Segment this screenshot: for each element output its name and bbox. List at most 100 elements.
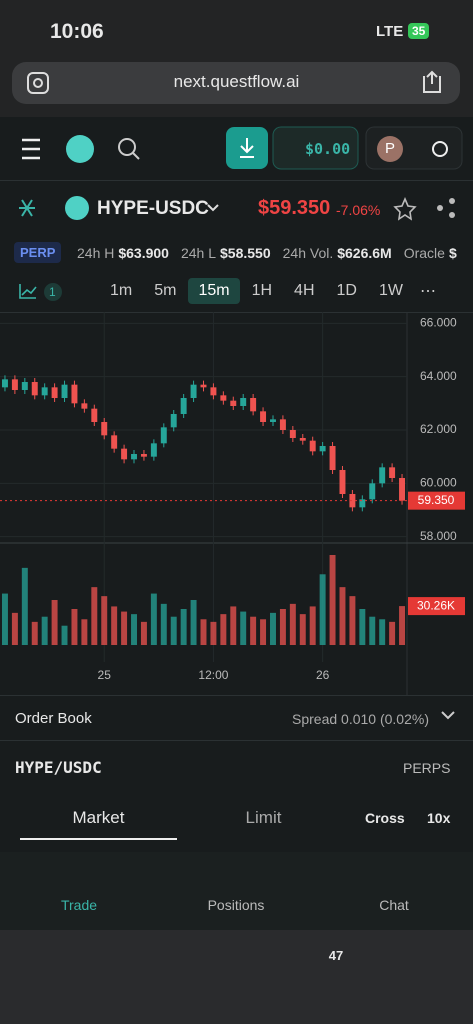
candle (170, 414, 177, 428)
candle (180, 398, 187, 414)
volume-bar (289, 603, 296, 645)
volume-bar (21, 567, 28, 645)
volume-bar (11, 612, 18, 645)
candle (250, 398, 257, 412)
y-tick-label: 62.000 (420, 422, 457, 436)
candle (289, 430, 296, 438)
candle (319, 446, 326, 452)
candle (359, 499, 366, 508)
volume-bar (329, 555, 336, 645)
interval[interactable]: 5m (154, 282, 177, 299)
balance[interactable]: $0.00 (305, 140, 351, 158)
candle (309, 440, 316, 452)
candle (200, 384, 207, 388)
more[interactable]: ⋯ (420, 283, 436, 300)
volume-bar (101, 596, 108, 645)
price-label-bg (408, 491, 465, 510)
candle (389, 467, 396, 478)
avatar[interactable]: P (385, 140, 396, 157)
volume-bar (230, 606, 237, 645)
spread: Spread 0.010 (0.02%) (292, 711, 429, 727)
nav-bg (0, 852, 473, 930)
candle (299, 438, 306, 441)
margin[interactable]: Cross (365, 810, 405, 826)
volume-bar (279, 609, 286, 645)
candle (230, 400, 237, 406)
candle (111, 435, 118, 449)
battery: 35 (408, 23, 430, 39)
y-tick-label: 60.000 (420, 476, 457, 490)
volume-bar (41, 616, 48, 645)
volume-bar (240, 611, 247, 645)
candle (260, 411, 267, 422)
stat-value: $63.900 (118, 245, 169, 261)
volume-bar (131, 614, 137, 645)
stat-label: Oracle (403, 245, 445, 261)
volume-bar (299, 614, 306, 645)
interval[interactable]: 1m (110, 282, 133, 299)
order-book[interactable]: Order Book (15, 710, 92, 727)
tab[interactable]: Limit (245, 808, 282, 827)
nav-item[interactable]: Chat (379, 897, 409, 913)
volume-bar (260, 619, 267, 645)
candle (91, 408, 98, 422)
volume-bar (160, 603, 167, 645)
candle (1, 379, 8, 388)
candle (279, 419, 286, 430)
candle (210, 387, 217, 396)
volume-bar (270, 612, 276, 645)
interval[interactable]: 15m (188, 278, 240, 304)
candle (339, 470, 346, 494)
candle (160, 427, 167, 444)
network: LTE (376, 23, 404, 40)
volume-bar (349, 596, 356, 645)
y-tick-label: 64.000 (420, 369, 457, 383)
tab-count[interactable]: 47 (328, 948, 344, 963)
candle (150, 443, 157, 457)
price: $59.350 (258, 197, 331, 219)
candle (329, 446, 336, 470)
stat-value: $626.6M (337, 245, 392, 261)
volume-label: 30.26K (417, 598, 455, 612)
volume-bar (319, 574, 326, 645)
volume-bar (210, 621, 217, 645)
leverage[interactable]: 10x (427, 810, 451, 826)
trade-pair: HYPE/USDC (15, 758, 102, 777)
candle (41, 387, 48, 396)
volume-bar (81, 619, 88, 645)
candle (379, 467, 386, 484)
stat-label: 24h Vol. (282, 245, 334, 261)
volume-bar (369, 616, 376, 645)
x-tick-label: 12:00 (198, 668, 228, 682)
volume-bar (150, 593, 157, 645)
stat-label: 24h H (77, 245, 115, 261)
interval[interactable]: 1D (336, 282, 357, 299)
stat-label: 24h L (180, 245, 217, 261)
interval[interactable]: 4H (294, 282, 315, 299)
candle (31, 382, 38, 396)
candle (220, 395, 227, 401)
interval[interactable]: 1H (251, 282, 273, 299)
clock: 10:06 (50, 20, 104, 43)
volume-label-bg (408, 597, 465, 616)
tab[interactable]: Market (20, 808, 177, 840)
volume-bar (339, 587, 346, 645)
candle (101, 422, 108, 436)
interval[interactable]: 1W (378, 282, 403, 299)
indicator-count: 1 (49, 285, 56, 299)
volume-bar (180, 609, 187, 645)
volume-bar (51, 600, 58, 645)
volume-bar (359, 609, 366, 645)
candle (11, 379, 18, 390)
volume-bar (121, 611, 128, 645)
pair[interactable]: HYPE-USDC (97, 198, 209, 219)
trade-kind: PERPS (403, 760, 451, 776)
nav-item[interactable]: Positions (207, 897, 265, 913)
volume-bar (200, 619, 207, 645)
nav-item[interactable]: Trade (60, 897, 98, 913)
url-bar[interactable] (12, 62, 460, 104)
volume-bar (190, 600, 197, 645)
volume-bar (1, 593, 8, 645)
candle (140, 454, 147, 457)
